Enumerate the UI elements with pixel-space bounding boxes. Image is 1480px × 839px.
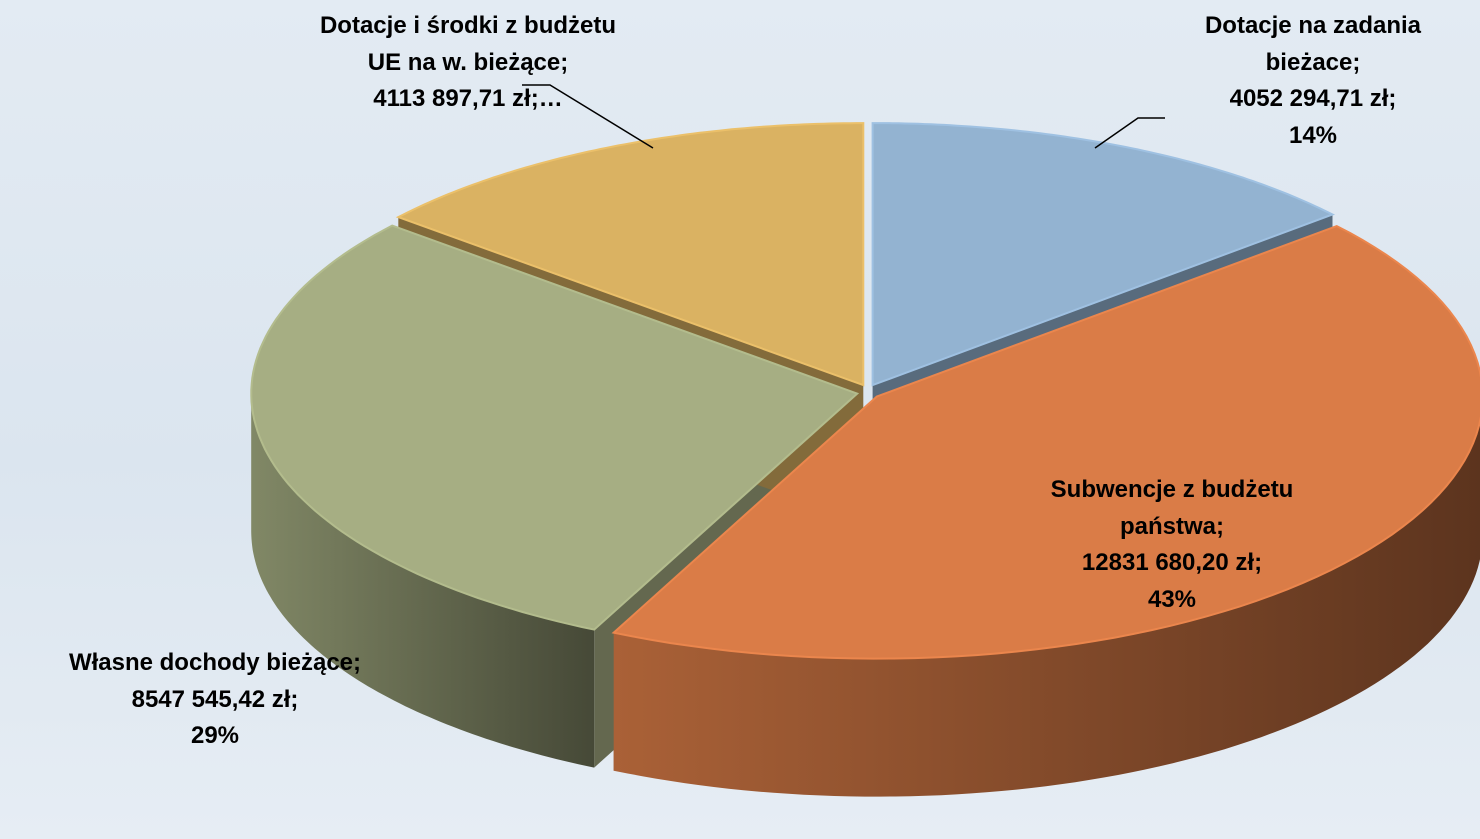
label-separator: ;	[560, 48, 569, 76]
label-separator: ;	[353, 649, 362, 676]
label-separator: ;	[1254, 549, 1263, 576]
slice	[250, 224, 860, 631]
slice	[395, 122, 865, 387]
data-label: Subwencje z budżetu państwa; 12831 680,20…	[1002, 472, 1342, 618]
label-separator: ;	[1216, 512, 1225, 540]
slice-side	[613, 421, 1480, 797]
label-separator: ;	[530, 85, 539, 112]
label-category: Własne dochody bieżące	[68, 649, 354, 676]
label-separator: ;	[290, 685, 299, 713]
label-category: Dotacje i środki z budżetu UE na w. bież…	[319, 12, 617, 76]
label-category: Dotacje na zadania bieżace	[1204, 12, 1422, 76]
leader-line	[1094, 117, 1165, 149]
label-value: 4113 897,71 zł	[373, 85, 531, 112]
data-label: Własne dochody bieżące; 8547 545,42 zł; 29…	[5, 645, 425, 755]
leader-line	[522, 84, 654, 149]
slice	[871, 122, 1336, 387]
slice-side	[251, 393, 595, 768]
label-percent: …	[538, 85, 563, 112]
label-separator: ;	[1388, 85, 1397, 112]
label-percent: 14%	[1288, 121, 1338, 149]
data-label: Dotacje na zadania bieżace; 4052 294,71 z…	[1163, 8, 1463, 154]
label-value: 4052 294,71 zł	[1229, 85, 1389, 112]
label-separator: ;	[1352, 48, 1361, 76]
label-value: 8547 545,42 zł	[131, 685, 291, 713]
slices	[250, 122, 1480, 797]
data-label: Dotacje i środki z budżetu UE na w. bież…	[318, 8, 618, 118]
label-category: Subwencje z budżetu państwa	[1050, 476, 1294, 540]
label-percent: 43%	[1147, 585, 1197, 613]
slice	[611, 225, 1480, 660]
label-value: 12831 680,20 zł	[1081, 549, 1255, 576]
label-percent: 29%	[190, 722, 240, 749]
